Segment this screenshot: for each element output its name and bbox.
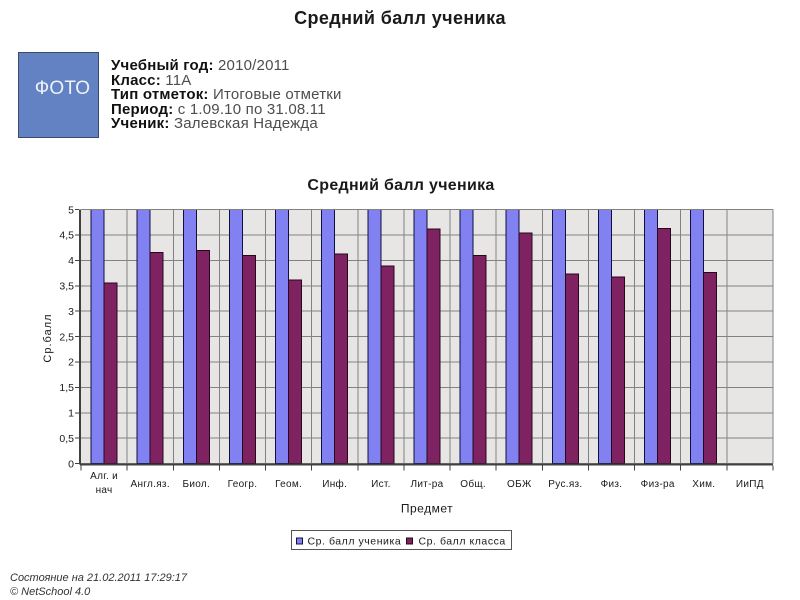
svg-text:Общ.: Общ. (460, 478, 486, 490)
svg-text:1: 1 (68, 408, 74, 420)
svg-text:нач: нач (96, 485, 113, 496)
svg-text:5: 5 (68, 204, 74, 216)
svg-text:Алг. и: Алг. и (90, 471, 118, 482)
svg-text:Ср. балл ученика: Ср. балл ученика (308, 536, 402, 548)
svg-text:0,5: 0,5 (59, 433, 74, 445)
svg-text:Англ.яз.: Англ.яз. (130, 479, 169, 490)
svg-text:Предмет: Предмет (401, 502, 453, 516)
svg-text:Средний балл ученика: Средний балл ученика (307, 177, 494, 194)
svg-text:Геом.: Геом. (275, 479, 302, 490)
svg-text:Инф.: Инф. (322, 478, 347, 490)
svg-text:Лит-ра: Лит-ра (411, 479, 444, 490)
svg-text:Физ.: Физ. (601, 479, 623, 490)
svg-text:ИиПД: ИиПД (736, 479, 764, 490)
svg-text:Хим.: Хим. (692, 479, 715, 490)
svg-text:Ср. балл класса: Ср. балл класса (419, 536, 506, 548)
svg-text:Биол.: Биол. (182, 479, 210, 490)
svg-text:Ист.: Ист. (371, 479, 391, 490)
svg-text:Геогр.: Геогр. (228, 479, 258, 490)
svg-text:3: 3 (68, 306, 74, 318)
svg-text:2,5: 2,5 (59, 331, 74, 343)
svg-text:0: 0 (68, 458, 74, 470)
svg-text:Ср.балл: Ср.балл (42, 313, 54, 362)
svg-text:Рус.яз.: Рус.яз. (548, 479, 582, 490)
svg-text:1,5: 1,5 (59, 382, 74, 394)
svg-text:Физ-ра: Физ-ра (641, 479, 675, 490)
svg-text:3,5: 3,5 (59, 281, 74, 293)
svg-text:2: 2 (68, 357, 74, 369)
svg-text:4,5: 4,5 (59, 230, 74, 242)
svg-text:ОБЖ: ОБЖ (507, 479, 532, 490)
svg-text:4: 4 (68, 255, 74, 267)
